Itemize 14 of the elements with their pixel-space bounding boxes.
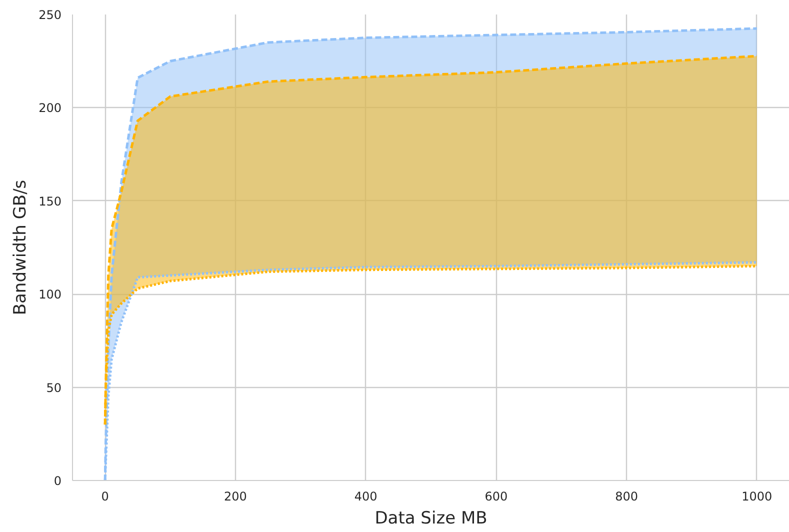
x-tick-label: 800 — [615, 490, 638, 504]
y-tick-label: 100 — [38, 288, 62, 302]
x-tick-label: 1000 — [742, 490, 772, 504]
x-tick-label: 200 — [224, 490, 247, 504]
y-tick-label: 200 — [38, 101, 62, 116]
x-tick-label: 0 — [101, 490, 109, 504]
x-axis-title: Data Size MB — [374, 508, 488, 528]
y-tick-label: 250 — [38, 8, 62, 22]
x-tick-label: 600 — [484, 490, 508, 504]
y-tick-label: 0 — [54, 474, 62, 488]
y-axis-title: Bandwidth GB/s — [10, 180, 31, 316]
x-tick-label: 400 — [354, 490, 378, 504]
y-tick-label: 50 — [46, 380, 62, 395]
y-tick-label: 150 — [38, 194, 62, 208]
